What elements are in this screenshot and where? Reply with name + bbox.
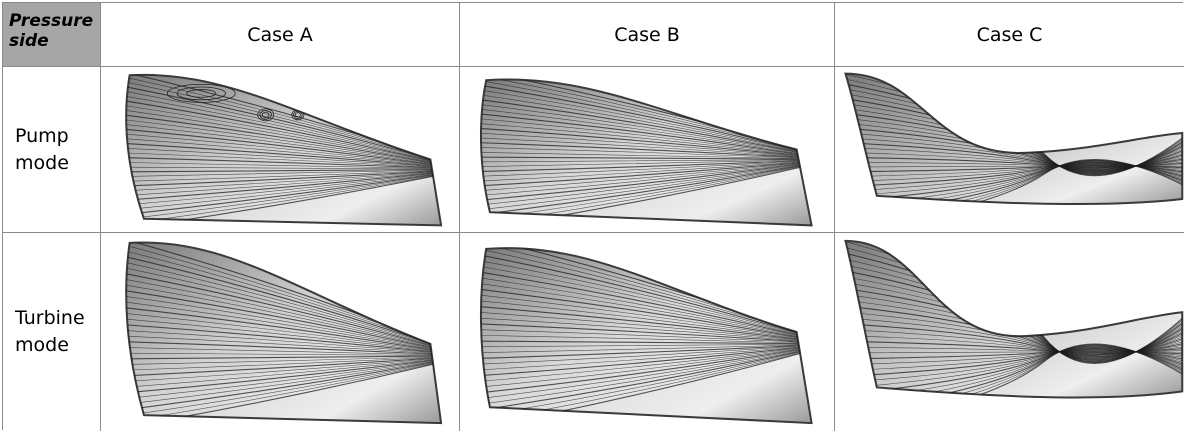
corner-header: Pressure side (3, 3, 101, 67)
column-header-label: Case B (614, 23, 680, 46)
streamline-plot-pump-case-c (844, 72, 1184, 206)
image-cell (835, 67, 1184, 233)
image-cell (835, 233, 1184, 431)
column-header-case-a: Case A (101, 3, 460, 67)
column-header-label: Case A (247, 23, 313, 46)
streamline-plot-turbine-case-c (844, 239, 1184, 399)
image-cell (101, 233, 460, 431)
streamlines (480, 248, 812, 424)
column-header-case-c: Case C (835, 3, 1184, 67)
row-header-label: Turbine mode (15, 307, 85, 356)
streamline-plot-turbine-case-a (125, 241, 443, 425)
streamline-plot-pump-case-a (125, 73, 443, 227)
streamlines (845, 240, 1183, 398)
row-header-turbine-mode: Turbine mode (3, 233, 101, 431)
column-header-case-b: Case B (460, 3, 835, 67)
image-cell (101, 67, 460, 233)
row-header-label: Pump mode (15, 124, 69, 174)
streamlines (480, 79, 812, 226)
streamlines (126, 74, 442, 226)
streamline-plot-pump-case-b (479, 78, 813, 227)
image-cell (460, 67, 835, 233)
blade-surface (125, 241, 443, 425)
streamline-plot-turbine-case-b (479, 247, 813, 425)
pressure-side-label: Pressure side (9, 11, 94, 51)
blade-surface (125, 73, 443, 227)
image-cell (460, 233, 835, 431)
column-header-label: Case C (976, 23, 1043, 46)
row-header-pump-mode: Pump mode (3, 67, 101, 233)
streamlines (845, 73, 1183, 205)
